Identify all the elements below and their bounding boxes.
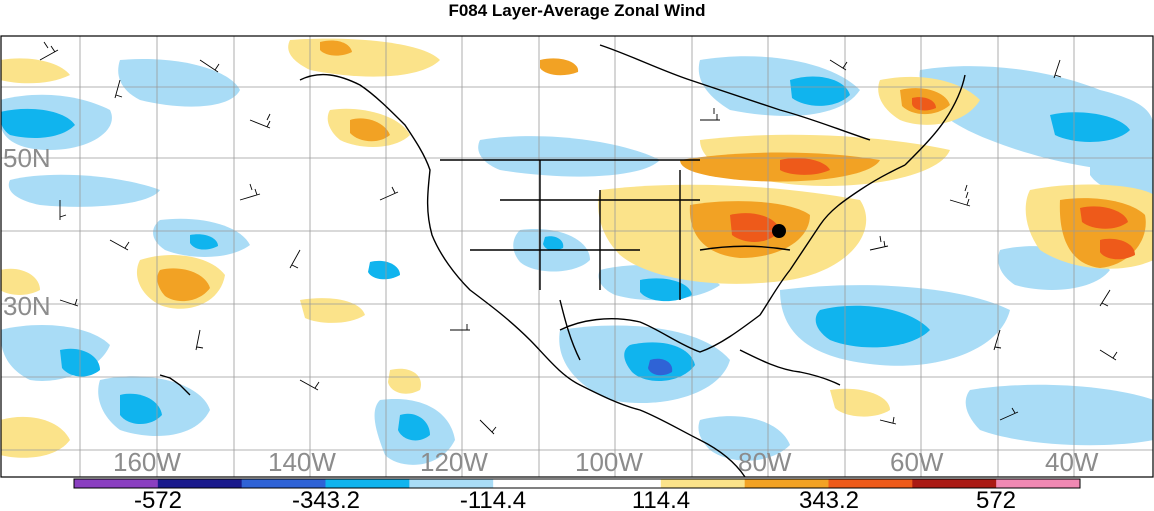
colorbar-label: 343.2: [799, 487, 859, 511]
colorbar-label: -572: [134, 487, 182, 511]
lon-label-80w: 80W: [738, 447, 792, 477]
colorbar-frame: [73, 478, 1081, 489]
colorbar-swatch: [577, 479, 662, 488]
colorbar-label: -343.2: [292, 487, 360, 511]
location-dot: [772, 224, 786, 238]
lon-label-120w: 120W: [420, 447, 488, 477]
wind-shading: [1, 38, 1153, 465]
colorbar-swatch: [157, 479, 243, 488]
colorbar-swatch: [660, 479, 746, 488]
map-title: F084 Layer-Average Zonal Wind: [448, 1, 706, 20]
lat-label-50n: 50N: [3, 143, 51, 173]
wind-barbs: [39, 41, 1118, 435]
lon-label-60w: 60W: [890, 447, 944, 477]
lon-label-140w: 140W: [268, 447, 336, 477]
colorbar-swatch: [325, 479, 410, 488]
colorbar-label: 114.4: [632, 487, 690, 511]
map-frame: [0, 35, 1154, 478]
colorbar-swatch: [996, 479, 1081, 488]
colorbar-swatch: [912, 479, 997, 488]
colorbar-swatch: [409, 479, 494, 488]
colorbar-swatches: [74, 479, 1081, 488]
graticule: [1, 36, 1153, 477]
colorbar-swatch: [828, 479, 913, 488]
lat-label-30n: 30N: [3, 291, 51, 321]
colorbar-label: -114.4: [460, 487, 526, 511]
colorbar-swatch: [74, 479, 159, 488]
colorbar-swatch: [744, 479, 829, 488]
colorbar-swatch: [241, 479, 326, 488]
lon-label-100w: 100W: [575, 447, 643, 477]
coastlines: [159, 44, 966, 477]
lon-label-40w: 40W: [1045, 447, 1099, 477]
colorbar-swatch: [493, 479, 578, 488]
colorbar-label: 572: [976, 487, 1016, 511]
lon-label-160w: 160W: [113, 447, 181, 477]
